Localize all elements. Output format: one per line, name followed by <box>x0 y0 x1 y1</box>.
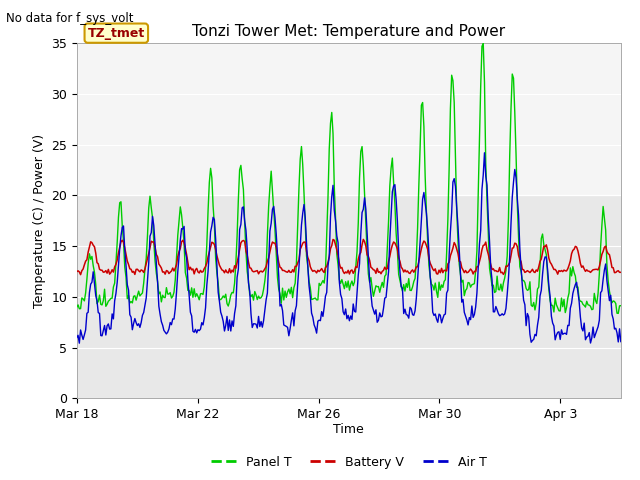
Text: TZ_tmet: TZ_tmet <box>88 27 145 40</box>
Legend: Panel T, Battery V, Air T: Panel T, Battery V, Air T <box>206 451 492 474</box>
Title: Tonzi Tower Met: Temperature and Power: Tonzi Tower Met: Temperature and Power <box>192 24 506 39</box>
Bar <box>77 43 621 195</box>
X-axis label: Time: Time <box>333 422 364 435</box>
Text: No data for f_sys_volt: No data for f_sys_volt <box>6 12 134 25</box>
Y-axis label: Temperature (C) / Power (V): Temperature (C) / Power (V) <box>33 134 45 308</box>
